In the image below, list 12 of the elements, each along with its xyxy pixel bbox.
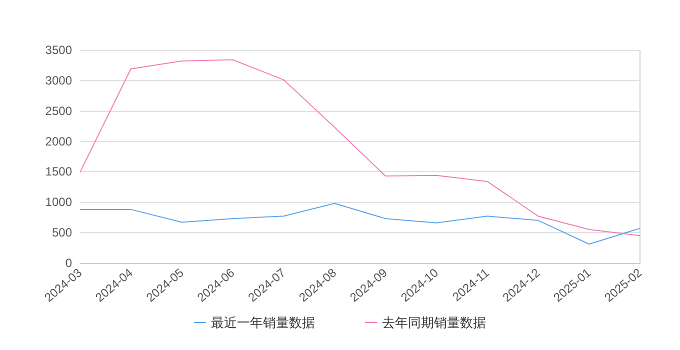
y-tick-label: 500 — [52, 226, 72, 240]
y-tick-label: 2000 — [45, 134, 72, 148]
y-tick-label: 3000 — [45, 73, 72, 88]
legend-label: 去年同期销量数据 — [382, 315, 486, 330]
y-tick-label: 0 — [65, 256, 72, 270]
y-tick-label: 1000 — [45, 195, 72, 210]
line-series — [80, 202, 640, 245]
y-tick-label: 2500 — [45, 104, 72, 118]
line-series — [80, 59, 640, 236]
y-tick-label: 3500 — [45, 43, 72, 57]
y-tick-label: 1500 — [45, 164, 72, 179]
legend-label: 最近一年销量数据 — [211, 315, 315, 330]
